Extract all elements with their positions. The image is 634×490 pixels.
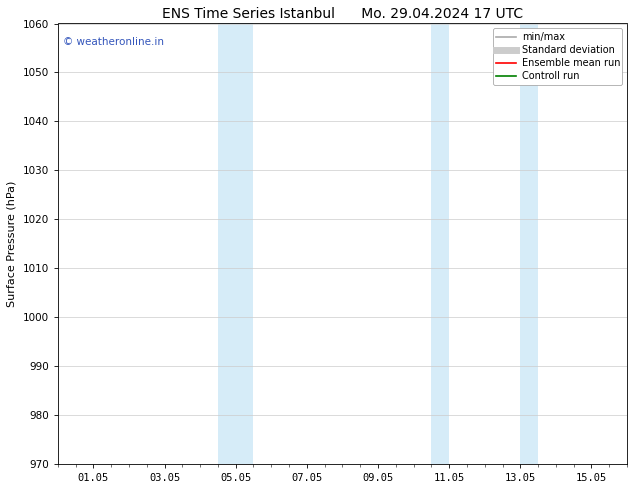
Bar — [236, 24, 254, 464]
Legend: min/max, Standard deviation, Ensemble mean run, Controll run: min/max, Standard deviation, Ensemble me… — [493, 28, 622, 85]
Text: © weatheronline.in: © weatheronline.in — [63, 37, 164, 47]
Title: ENS Time Series Istanbul      Mo. 29.04.2024 17 UTC: ENS Time Series Istanbul Mo. 29.04.2024 … — [162, 7, 523, 21]
Y-axis label: Surface Pressure (hPa): Surface Pressure (hPa) — [7, 181, 17, 307]
Bar — [218, 24, 236, 464]
Bar — [521, 24, 538, 464]
Bar — [431, 24, 449, 464]
